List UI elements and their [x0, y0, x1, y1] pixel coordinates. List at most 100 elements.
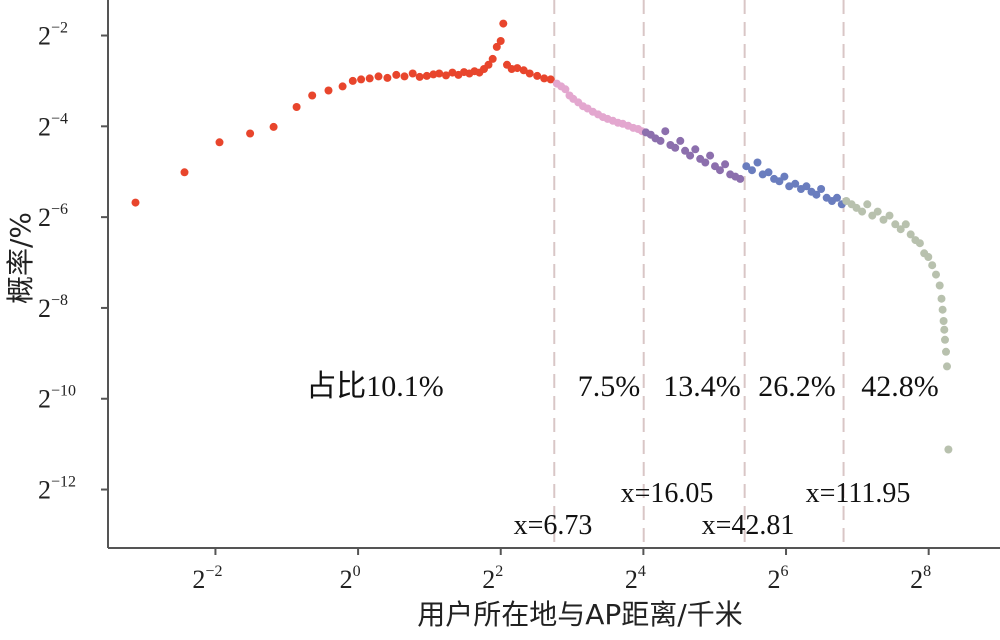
point-s5-24 — [940, 325, 949, 334]
point-s1-21 — [435, 69, 444, 78]
threshold-label-2: x=16.05 — [621, 478, 714, 509]
y-tick-label-5: 2−10 — [38, 383, 76, 414]
segment-label-2: 7.5% — [578, 370, 641, 403]
point-s3-4 — [656, 136, 665, 145]
point-s1-34 — [499, 19, 508, 28]
x-tick-label-4: 24 — [625, 563, 646, 594]
y-tick-label-4: 2−8 — [38, 292, 68, 323]
point-s5-19 — [932, 270, 940, 279]
point-s1-37 — [513, 64, 522, 73]
point-s1-39 — [525, 69, 534, 78]
segment-label-1: 占比10.1% — [306, 370, 444, 403]
point-s5-12 — [901, 220, 910, 229]
threshold-label-3: x=42.81 — [702, 510, 795, 541]
point-s5-10 — [891, 220, 900, 229]
series-2 — [552, 79, 647, 136]
series-3 — [641, 127, 745, 183]
point-s5-13 — [906, 230, 915, 239]
point-s3-10 — [686, 151, 695, 160]
point-s1-16 — [400, 72, 409, 81]
point-s5-15 — [915, 239, 924, 248]
point-s5-28 — [944, 445, 953, 454]
point-s5-21 — [937, 294, 946, 303]
point-s3-5 — [661, 127, 670, 136]
point-s1-17 — [408, 69, 417, 78]
series-1 — [131, 19, 555, 207]
point-s3-9 — [681, 146, 690, 155]
point-s1-5 — [269, 122, 278, 131]
point-s5-26 — [942, 347, 950, 356]
point-s5-27 — [943, 362, 951, 371]
point-s3-20 — [736, 174, 745, 183]
point-s4-15 — [817, 185, 826, 193]
point-s4-10 — [791, 179, 800, 188]
point-s1-11 — [357, 75, 366, 84]
point-s5-23 — [939, 317, 948, 325]
point-s1-8 — [324, 86, 333, 95]
point-s4-5 — [764, 168, 773, 177]
y-tick-label-6: 2−12 — [38, 474, 76, 505]
point-s4-9 — [785, 182, 794, 191]
point-s5-5 — [863, 200, 872, 209]
threshold-label-1: x=6.73 — [514, 510, 593, 541]
point-s1-23 — [448, 68, 457, 77]
point-s1-18 — [415, 72, 424, 81]
point-s4-3 — [753, 158, 762, 167]
point-s1-30 — [484, 60, 493, 69]
point-s1-33 — [496, 37, 505, 45]
series-4 — [742, 158, 846, 209]
point-s1-32 — [492, 42, 501, 51]
point-s4-7 — [775, 177, 784, 186]
point-s5-7 — [873, 207, 882, 216]
point-s4-14 — [812, 190, 821, 199]
segment-label-5: 42.8% — [861, 370, 939, 403]
segment-label-4: 26.2% — [758, 370, 836, 403]
point-s1-10 — [348, 76, 357, 85]
point-s4-2 — [748, 166, 756, 175]
x-tick-label-2: 20 — [340, 563, 361, 594]
point-s3-7 — [671, 143, 680, 152]
point-s1-2 — [180, 168, 189, 177]
point-s5-11 — [896, 225, 905, 234]
point-s4-8 — [780, 172, 789, 181]
point-s4-18 — [833, 193, 841, 202]
point-s1-41 — [540, 74, 549, 83]
point-s5-4 — [858, 207, 867, 216]
point-s5-18 — [928, 261, 937, 270]
point-s1-1 — [131, 198, 140, 207]
point-s5-8 — [879, 215, 888, 224]
point-s3-14 — [706, 151, 715, 160]
point-s2-3 — [561, 85, 570, 94]
segment-label-3: 13.4% — [663, 370, 741, 403]
point-s1-4 — [246, 129, 255, 138]
point-s1-12 — [365, 74, 374, 83]
point-s1-38 — [519, 66, 528, 75]
point-s1-6 — [292, 103, 301, 111]
point-s1-40 — [533, 71, 542, 80]
point-s1-13 — [374, 72, 383, 81]
point-s1-42 — [546, 75, 555, 84]
point-s5-9 — [885, 211, 894, 220]
point-s4-12 — [802, 182, 811, 191]
point-s1-15 — [392, 70, 401, 79]
point-s1-9 — [338, 82, 347, 91]
point-s1-31 — [488, 54, 497, 63]
point-s1-3 — [215, 138, 224, 147]
x-tick-label-3: 22 — [482, 563, 503, 594]
y-tick-label-2: 2−4 — [38, 110, 68, 141]
x-axis-title: 用户所在地与AP距离/千米 — [417, 598, 742, 631]
point-s1-7 — [308, 91, 317, 100]
x-tick-label-1: 2−2 — [192, 563, 222, 594]
y-tick-label-3: 2−6 — [38, 201, 68, 232]
point-s5-25 — [941, 335, 949, 344]
point-s3-17 — [721, 160, 730, 169]
x-tick-label-5: 26 — [768, 563, 789, 594]
point-s3-16 — [716, 166, 724, 175]
point-s3-11 — [691, 145, 700, 154]
y-tick-label-1: 2−2 — [38, 20, 68, 51]
point-s1-22 — [442, 71, 450, 80]
series-5 — [842, 197, 953, 454]
point-s1-19 — [422, 71, 431, 80]
point-s1-14 — [383, 73, 392, 82]
